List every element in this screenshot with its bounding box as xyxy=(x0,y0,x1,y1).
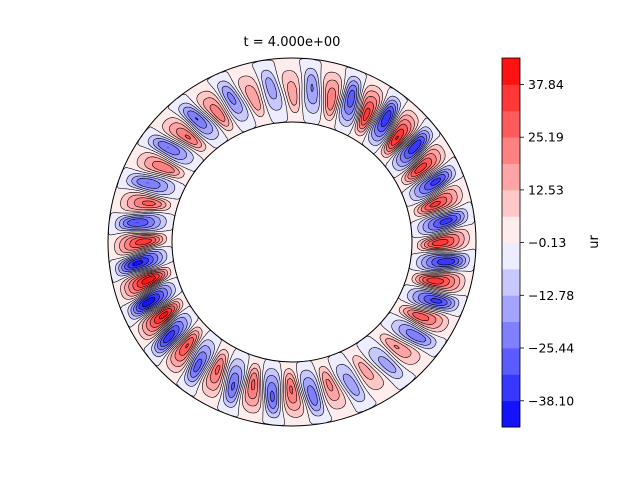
colorbar-bands xyxy=(502,58,520,428)
colorbar-band xyxy=(502,295,520,323)
colorbar-band xyxy=(502,163,520,191)
colorbar-band xyxy=(502,400,520,428)
velocity-field-image xyxy=(108,58,476,426)
chart-title: t = 4.000e+00 xyxy=(244,35,341,50)
contour-lines xyxy=(108,58,476,426)
annulus-contour-plot xyxy=(107,57,477,427)
colorbar-tick-label: −0.13 xyxy=(528,235,566,250)
colorbar-band xyxy=(502,189,520,217)
inner-boundary xyxy=(171,121,413,363)
colorbar-band xyxy=(502,216,520,243)
colorbar-band xyxy=(502,268,520,296)
colorbar-band xyxy=(502,84,520,112)
colorbar-band xyxy=(502,347,520,375)
colorbar-tick-label: −38.10 xyxy=(528,393,574,408)
colorbar-label: ur xyxy=(587,235,602,249)
colorbar-tick-label: −25.44 xyxy=(528,341,574,356)
colorbar-band xyxy=(502,110,520,138)
colorbar-band xyxy=(502,321,520,349)
colorbar-tick-label: 25.19 xyxy=(528,130,564,145)
colorbar-band xyxy=(502,242,520,270)
colorbar-tick-label: −12.78 xyxy=(528,288,574,303)
colorbar-band xyxy=(502,374,520,402)
colorbar-ticks: 37.84 25.19 12.53 −0.13 −12.78 −25.44 −38.10 xyxy=(520,77,574,408)
colorbar-band xyxy=(502,58,520,85)
colorbar: 37.84 25.19 12.53 −0.13 −12.78 −25.44 −38.10 u… xyxy=(501,57,602,428)
colorbar-band xyxy=(502,137,520,164)
colorbar-tick-label: 12.53 xyxy=(528,182,564,197)
outer-boundary xyxy=(107,57,477,427)
colorbar-tick-label: 37.84 xyxy=(528,77,564,92)
